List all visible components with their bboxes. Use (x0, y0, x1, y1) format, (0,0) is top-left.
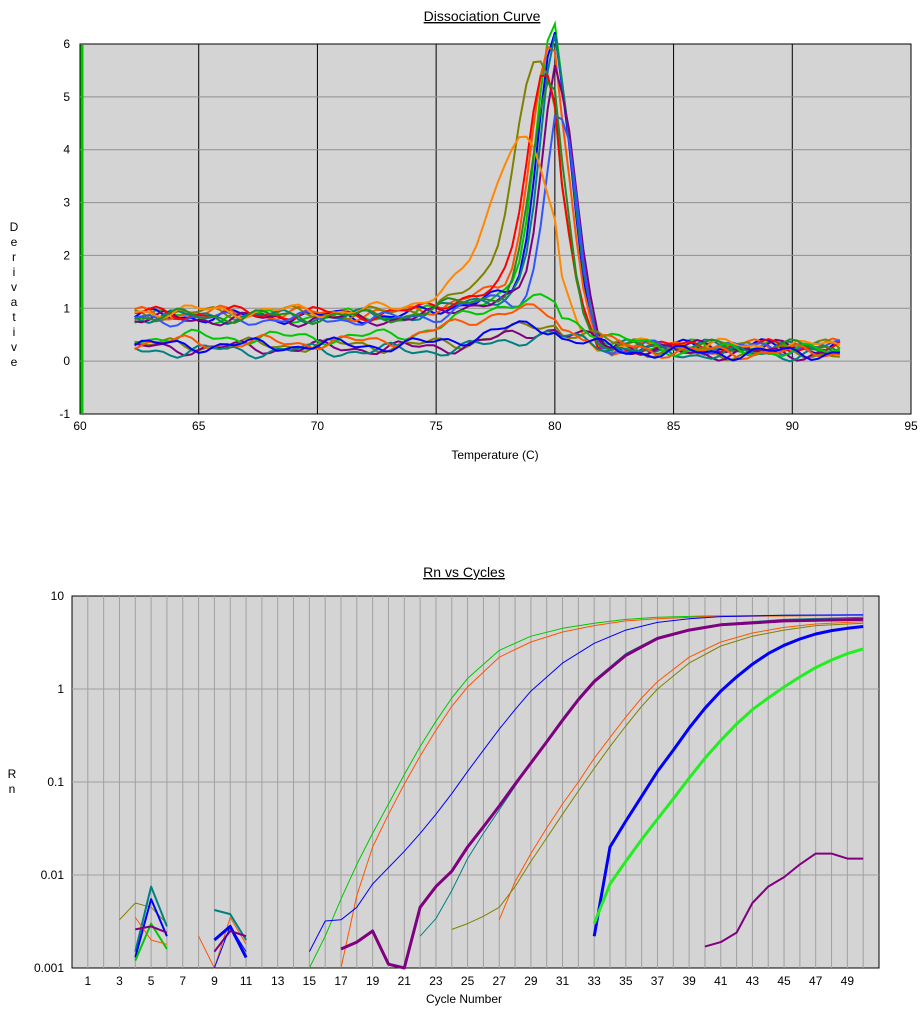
series-line (134, 293, 840, 358)
series-line (308, 614, 864, 969)
x-tick-label: 27 (493, 974, 507, 988)
x-tick-label: 35 (619, 974, 633, 988)
y-tick-label: -1 (59, 407, 70, 421)
x-tick-label: 3 (116, 974, 123, 988)
x-tick-label: 17 (334, 974, 348, 988)
x-tick-labels: 60 65 70 75 80 85 90 95 (73, 419, 918, 433)
series-line (592, 625, 864, 937)
x-tick-label: 43 (746, 974, 760, 988)
x-tick-label: 11 (240, 974, 253, 988)
y-label-char: i (13, 325, 16, 339)
y-label-char: i (13, 265, 16, 279)
x-tick-label: 75 (429, 419, 443, 433)
x-tick-label: 29 (524, 974, 538, 988)
series-line (134, 885, 168, 952)
x-tick-label: 60 (73, 419, 87, 433)
x-tick-label: 1 (84, 974, 91, 988)
y-label-char: a (11, 295, 18, 309)
y-tick-label: 0.1 (47, 775, 64, 789)
x-tick-label: 21 (398, 974, 412, 988)
y-label-char: r (12, 250, 16, 264)
x-tick-label: 70 (311, 419, 325, 433)
y-tick-label: 2 (63, 248, 70, 262)
grid-lines (80, 44, 911, 414)
x-tick-labels: 1 3 5 7 9 11 13 15 17 19 21 23 25 27 29 31 33 35 37 39 41 43 4… (84, 974, 854, 988)
series-line (340, 617, 864, 970)
x-tick-label: 45 (777, 974, 791, 988)
y-label-char: v (11, 280, 17, 294)
y-tick-label: 0 (63, 354, 70, 368)
y-label-char: n (9, 782, 16, 796)
y-tick-label: 5 (63, 90, 70, 104)
y-tick-label: 3 (63, 196, 70, 210)
x-tick-label: 65 (192, 419, 206, 433)
plot-area (79, 43, 912, 415)
x-axis-label: Cycle Number (426, 992, 502, 1006)
series-line (213, 925, 247, 969)
series-line (134, 922, 168, 961)
series-line (134, 917, 168, 945)
series-line (135, 925, 168, 934)
series-line (592, 647, 864, 925)
series-line (134, 135, 841, 355)
x-tick-label: 95 (904, 419, 918, 433)
y-tick-label: 10 (51, 589, 65, 603)
y-label-char: e (11, 235, 18, 249)
series-line (134, 898, 168, 958)
x-tick-label: 5 (148, 974, 155, 988)
x-tick-label: 13 (271, 974, 285, 988)
y-label-char: t (12, 310, 16, 324)
x-tick-label: 41 (714, 974, 728, 988)
series-line (308, 614, 864, 952)
x-tick-label: 15 (303, 974, 317, 988)
series-lines (119, 614, 864, 970)
series-line (704, 852, 864, 948)
series-line (498, 621, 864, 920)
series-line (214, 909, 247, 941)
x-tick-label: 19 (366, 974, 380, 988)
chart-title: Dissociation Curve (424, 8, 541, 24)
series-lines (134, 20, 841, 363)
rn-vs-cycles-chart: Rn vs Cycles 1 3 5 7 9 11 13 15 17 19 21 23 25 27 29 31… (8, 564, 880, 1006)
y-tick-label: 6 (63, 37, 70, 51)
y-label-char: R (8, 767, 17, 781)
x-tick-label: 25 (461, 974, 475, 988)
y-tick-label: 0.001 (34, 961, 64, 975)
y-tick-label: 0.01 (41, 868, 65, 882)
series-line (213, 930, 247, 953)
x-tick-label: 39 (682, 974, 696, 988)
x-tick-label: 33 (587, 974, 601, 988)
series-line (134, 320, 840, 362)
x-tick-label: 23 (429, 974, 443, 988)
dissociation-chart: Dissociation Curve 60 65 70 75 80 85 90 95 -101… (10, 8, 918, 462)
x-tick-label: 85 (667, 419, 681, 433)
y-label-char: D (10, 220, 19, 234)
x-tick-label: 90 (786, 419, 800, 433)
y-tick-labels: -1 0 1 2 3 4 5 6 (59, 37, 70, 421)
chart-title: Rn vs Cycles (423, 564, 505, 580)
x-tick-label: 47 (809, 974, 823, 988)
y-tick-label: 1 (57, 682, 64, 696)
y-label-char: v (11, 340, 17, 354)
x-tick-label: 7 (179, 974, 186, 988)
x-axis-label: Temperature (C) (451, 448, 538, 462)
x-tick-label: 49 (841, 974, 855, 988)
series-line (134, 303, 840, 361)
y-axis-label: Rn (8, 767, 17, 796)
x-tick-label: 31 (556, 974, 570, 988)
y-tick-label: 4 (63, 143, 70, 157)
y-tick-label: 1 (63, 301, 70, 315)
y-tick-labels: 0.001 0.01 0.1 1 10 (34, 589, 64, 975)
grid-lines (72, 596, 879, 968)
series-line (340, 614, 864, 969)
series-line (134, 328, 841, 362)
x-tick-label: 80 (548, 419, 562, 433)
x-tick-label: 9 (211, 974, 218, 988)
y-label-char: e (11, 355, 18, 369)
x-tick-label: 37 (651, 974, 665, 988)
series-line (134, 330, 841, 363)
series-line (451, 622, 864, 930)
